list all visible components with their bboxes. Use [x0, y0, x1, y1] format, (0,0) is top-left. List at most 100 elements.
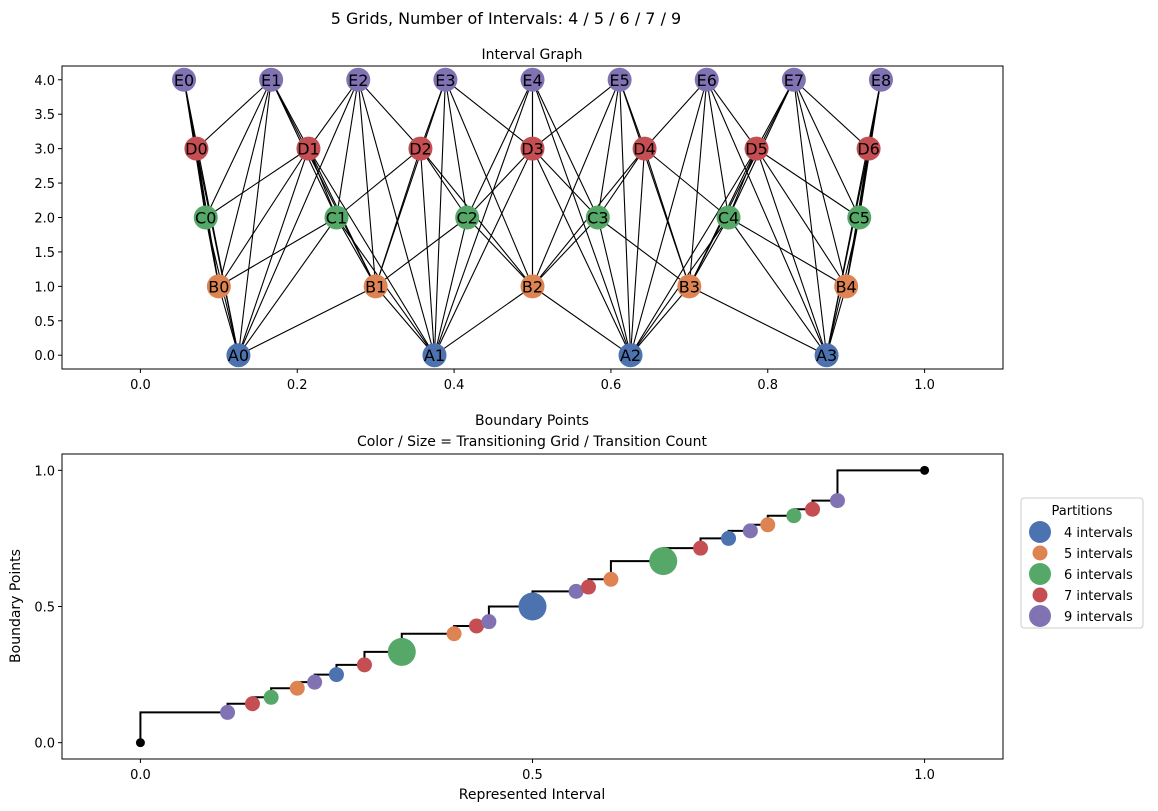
graph-node-B2: B2 [520, 274, 545, 299]
edge-D5-E6 [706, 79, 757, 149]
graph-node-B3: B3 [677, 274, 702, 299]
graph-node-E8: E8 [868, 67, 893, 92]
graph-node-D6: D6 [856, 136, 881, 161]
edge-B0-E1 [218, 79, 272, 287]
y-tick-label: 2.5 [34, 177, 55, 192]
node-label: E7 [784, 71, 804, 90]
edge-A2-E5 [619, 79, 632, 356]
legend: Partitions 4 intervals 5 intervals 6 inter… [1020, 497, 1144, 629]
node-label: E6 [697, 71, 717, 90]
legend-box [1020, 497, 1144, 629]
graph-node-E4: E4 [520, 67, 545, 92]
edge-B3-E5 [619, 79, 690, 287]
boundary-point [693, 540, 709, 556]
node-marker [422, 343, 447, 368]
suptitle: 5 Grids, Number of Intervals: 4 / 5 / 6 … [331, 9, 681, 28]
edge-C4-E6 [706, 79, 730, 218]
node-label: D4 [633, 140, 656, 159]
node-label: A3 [816, 346, 837, 365]
graph-node-A0: A0 [226, 343, 251, 368]
node-marker [206, 274, 231, 299]
node-marker [433, 67, 458, 92]
x-tick-label: 0.2 [287, 378, 308, 393]
legend-entry: 9 intervals [1029, 605, 1133, 627]
edge-C3-E5 [597, 79, 621, 218]
edge-B3-E6 [688, 79, 708, 287]
edge-D2-E2 [357, 79, 421, 150]
node-marker [296, 136, 321, 161]
graph-node-E0: E0 [172, 67, 197, 92]
node-label: A2 [620, 346, 641, 365]
boundary-point [220, 704, 236, 720]
edge-A3-E7 [793, 79, 828, 356]
node-marker [716, 205, 741, 230]
x-tick-label: 1.0 [914, 378, 935, 393]
edge-A2-C3 [597, 217, 632, 356]
edge-A1-D2 [419, 148, 436, 356]
edge-A2-E4 [531, 79, 632, 356]
node-marker [520, 136, 545, 161]
node-label: B0 [208, 277, 229, 296]
node-label: C3 [587, 209, 608, 228]
node-label: B2 [522, 277, 543, 296]
legend-label: 9 intervals [1064, 610, 1133, 625]
edge-A0-E1 [237, 79, 272, 356]
legend-label: 5 intervals [1064, 547, 1133, 562]
node-marker [618, 343, 643, 368]
node-label: C1 [326, 209, 347, 228]
edge-A2-B2 [532, 285, 631, 356]
boundary-point [649, 547, 678, 576]
node-marker [607, 67, 632, 92]
legend-marker [1032, 587, 1048, 603]
edge-D6-E7 [793, 79, 869, 150]
legend-title: Partitions [1052, 504, 1113, 519]
node-label: E5 [609, 71, 629, 90]
node-marker [226, 343, 251, 368]
graph-node-E7: E7 [781, 67, 806, 92]
boundary-point [568, 583, 584, 599]
edge-B2-E3 [444, 79, 534, 287]
node-marker [172, 67, 197, 92]
edge-C3-D3 [532, 148, 599, 218]
edge-A2-D3 [532, 148, 632, 356]
boundary-point [481, 614, 497, 630]
edge-D4-E6 [644, 79, 708, 150]
legend-label: 4 intervals [1064, 526, 1133, 541]
node-marker [677, 274, 702, 299]
edge-A1-D1 [307, 148, 435, 356]
edge-C2-E4 [466, 79, 533, 218]
node-marker [193, 205, 218, 230]
graph-node-A3: A3 [814, 343, 839, 368]
graph-node-D3: D3 [520, 136, 545, 161]
x-axis-label: Represented Interval [459, 787, 606, 803]
edge-B0-C1 [218, 217, 337, 287]
interval-graph-x-ticks: 0.0 0.2 0.4 0.6 0.8 1.0 [130, 369, 935, 393]
x-tick-label: 0.6 [601, 378, 622, 393]
edge-A3-C4 [728, 217, 828, 356]
legend-marker [1029, 521, 1051, 543]
x-tick-label: 0.5 [522, 768, 543, 783]
edge-A2-B3 [630, 286, 690, 356]
node-marker [520, 274, 545, 299]
y-tick-label: 0.5 [34, 315, 55, 330]
boundary-point [289, 680, 305, 696]
edge-B2-C2 [466, 217, 533, 287]
node-label: E8 [871, 71, 891, 90]
edge-B1-E3 [375, 79, 446, 287]
node-label: C0 [195, 209, 216, 228]
edge-B4-E7 [793, 79, 847, 287]
x-tick-label: 0.0 [130, 768, 151, 783]
legend-entry: 5 intervals [1032, 545, 1133, 562]
edge-C3-E4 [532, 79, 599, 218]
boundary-point [518, 592, 547, 621]
graph-node-C1: C1 [324, 205, 349, 230]
graph-node-B4: B4 [834, 274, 859, 299]
edge-B1-E1 [270, 79, 377, 287]
node-label: E1 [261, 71, 281, 90]
y-tick-label: 4.0 [34, 74, 55, 89]
edge-B2-C3 [532, 217, 599, 287]
graph-node-D2: D2 [408, 136, 433, 161]
boundary-point [244, 696, 260, 712]
edge-B2-E5 [531, 79, 621, 287]
